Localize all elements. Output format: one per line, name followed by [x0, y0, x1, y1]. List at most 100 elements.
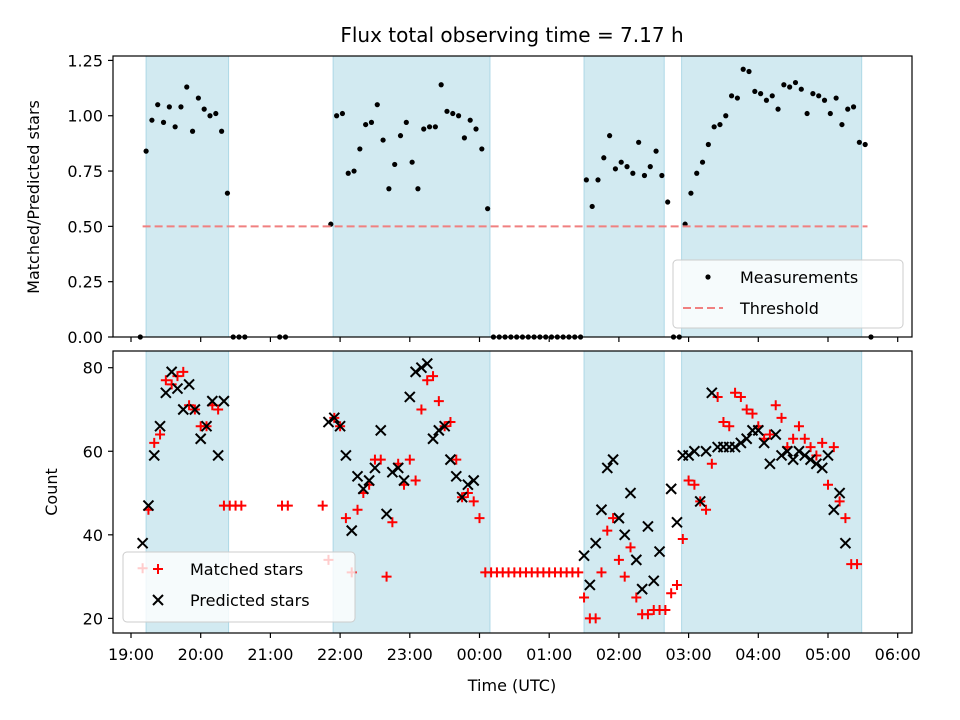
- measurement-point: [659, 172, 665, 179]
- predicted-stars-point: [177, 403, 189, 416]
- measurement-point: [374, 102, 380, 108]
- measurement-point: [816, 93, 822, 99]
- predicted-stars-point: [758, 437, 770, 449]
- matched-stars-point: [741, 404, 752, 415]
- predicted-stars-point: [375, 424, 387, 437]
- measurement-point: [705, 141, 711, 148]
- predicted-stars-point: [787, 453, 799, 466]
- measurement-point: [665, 199, 671, 205]
- legend-predicted-marker: [152, 594, 164, 606]
- bottom-shaded-region-3: [583, 350, 665, 634]
- matched-stars-point: [433, 396, 444, 407]
- predicted-stars-point: [781, 445, 794, 457]
- measurement-point: [728, 93, 735, 99]
- predicted-stars-point: [409, 366, 422, 378]
- x-tick-label: 19:00: [108, 645, 154, 664]
- predicted-stars-point: [351, 470, 364, 483]
- predicted-stars-point: [584, 579, 596, 591]
- top-legend-box: [672, 259, 904, 329]
- measurement-point: [184, 84, 190, 90]
- measurement-point: [630, 170, 636, 176]
- predicted-stars-point: [415, 362, 428, 374]
- matched-stars-point: [828, 442, 839, 453]
- measurement-point: [699, 159, 706, 165]
- measurement-point: [850, 104, 857, 110]
- measurement-point: [455, 113, 462, 119]
- matched-stars-point: [213, 404, 224, 415]
- measurement-point: [589, 203, 595, 210]
- measurement-point: [624, 164, 630, 170]
- y-tick-label: 40: [83, 526, 103, 545]
- measurement-point: [219, 128, 225, 134]
- matched-stars-point: [155, 429, 166, 440]
- measurement-point: [781, 82, 787, 88]
- matched-stars-point: [683, 475, 694, 486]
- measurement-point: [758, 91, 764, 97]
- measurement-point: [195, 95, 201, 101]
- matched-stars-point: [701, 504, 712, 515]
- predicted-stars-point: [607, 453, 619, 466]
- predicted-stars-point: [839, 537, 852, 549]
- predicted-stars-point: [148, 449, 160, 462]
- matched-stars-point: [718, 417, 729, 428]
- predicted-stars-point: [392, 462, 404, 474]
- measurement-point: [746, 68, 752, 75]
- top-series-measurements: [137, 66, 874, 340]
- predicted-stars-point: [154, 420, 166, 432]
- measurement-point: [386, 186, 392, 192]
- measurement-point: [833, 95, 839, 101]
- matched-stars-point: [625, 542, 636, 553]
- matched-stars-point: [160, 375, 171, 386]
- predicted-stars-point: [404, 391, 416, 403]
- measurement-point: [438, 82, 444, 88]
- measurement-point: [415, 186, 421, 192]
- matched-stars-point: [428, 371, 439, 382]
- measurement-point: [862, 141, 868, 148]
- matched-stars-point: [178, 366, 189, 377]
- predicted-stars-point: [578, 550, 590, 562]
- predicted-stars-point: [822, 449, 834, 462]
- predicted-stars-point: [735, 437, 747, 449]
- measurement-point: [339, 110, 346, 117]
- matched-stars-point: [590, 613, 601, 624]
- measurement-point: [607, 133, 613, 139]
- predicted-stars-point: [322, 416, 335, 428]
- matched-stars-point: [445, 417, 456, 428]
- matched-stars-point: [166, 379, 177, 390]
- matched-stars-point: [671, 579, 682, 590]
- measurement-point: [763, 97, 770, 103]
- predicted-stars-point: [799, 449, 811, 462]
- bottom-panel-ylabel: Count: [42, 468, 61, 516]
- predicted-stars-point: [793, 445, 805, 457]
- measurement-point: [461, 135, 467, 141]
- matched-stars-point: [660, 605, 671, 616]
- matched-stars-point: [474, 513, 485, 524]
- measurement-point: [450, 110, 456, 117]
- measurement-point: [734, 95, 740, 101]
- predicted-stars-point: [740, 433, 753, 445]
- matched-stars-point: [282, 500, 293, 511]
- predicted-stars-point: [688, 445, 701, 457]
- x-tick-label: 00:00: [456, 645, 502, 664]
- matched-stars-point: [817, 437, 828, 448]
- predicted-stars-point: [206, 395, 219, 407]
- legend-label: Measurements: [740, 268, 858, 287]
- predicted-stars-point: [467, 474, 480, 487]
- bottom-panel-frame: [112, 350, 913, 634]
- top-shaded-region-2: [332, 55, 491, 338]
- bottom-shaded-region-4: [681, 350, 863, 634]
- predicted-stars-point: [804, 453, 817, 466]
- matched-stars-point: [579, 592, 590, 603]
- predicted-stars-point: [398, 474, 410, 487]
- predicted-stars-point: [624, 487, 637, 499]
- legend-label: Matched stars: [190, 560, 303, 579]
- measurement-point: [224, 190, 231, 196]
- predicted-stars-point: [340, 449, 352, 462]
- measurement-point: [421, 126, 427, 132]
- measurement-point: [143, 148, 149, 154]
- predicted-stars-point: [218, 395, 230, 407]
- predicted-stars-point: [833, 487, 846, 499]
- measurement-point: [595, 177, 601, 183]
- predicted-stars-point: [200, 420, 213, 432]
- x-tick-label: 04:00: [735, 645, 781, 664]
